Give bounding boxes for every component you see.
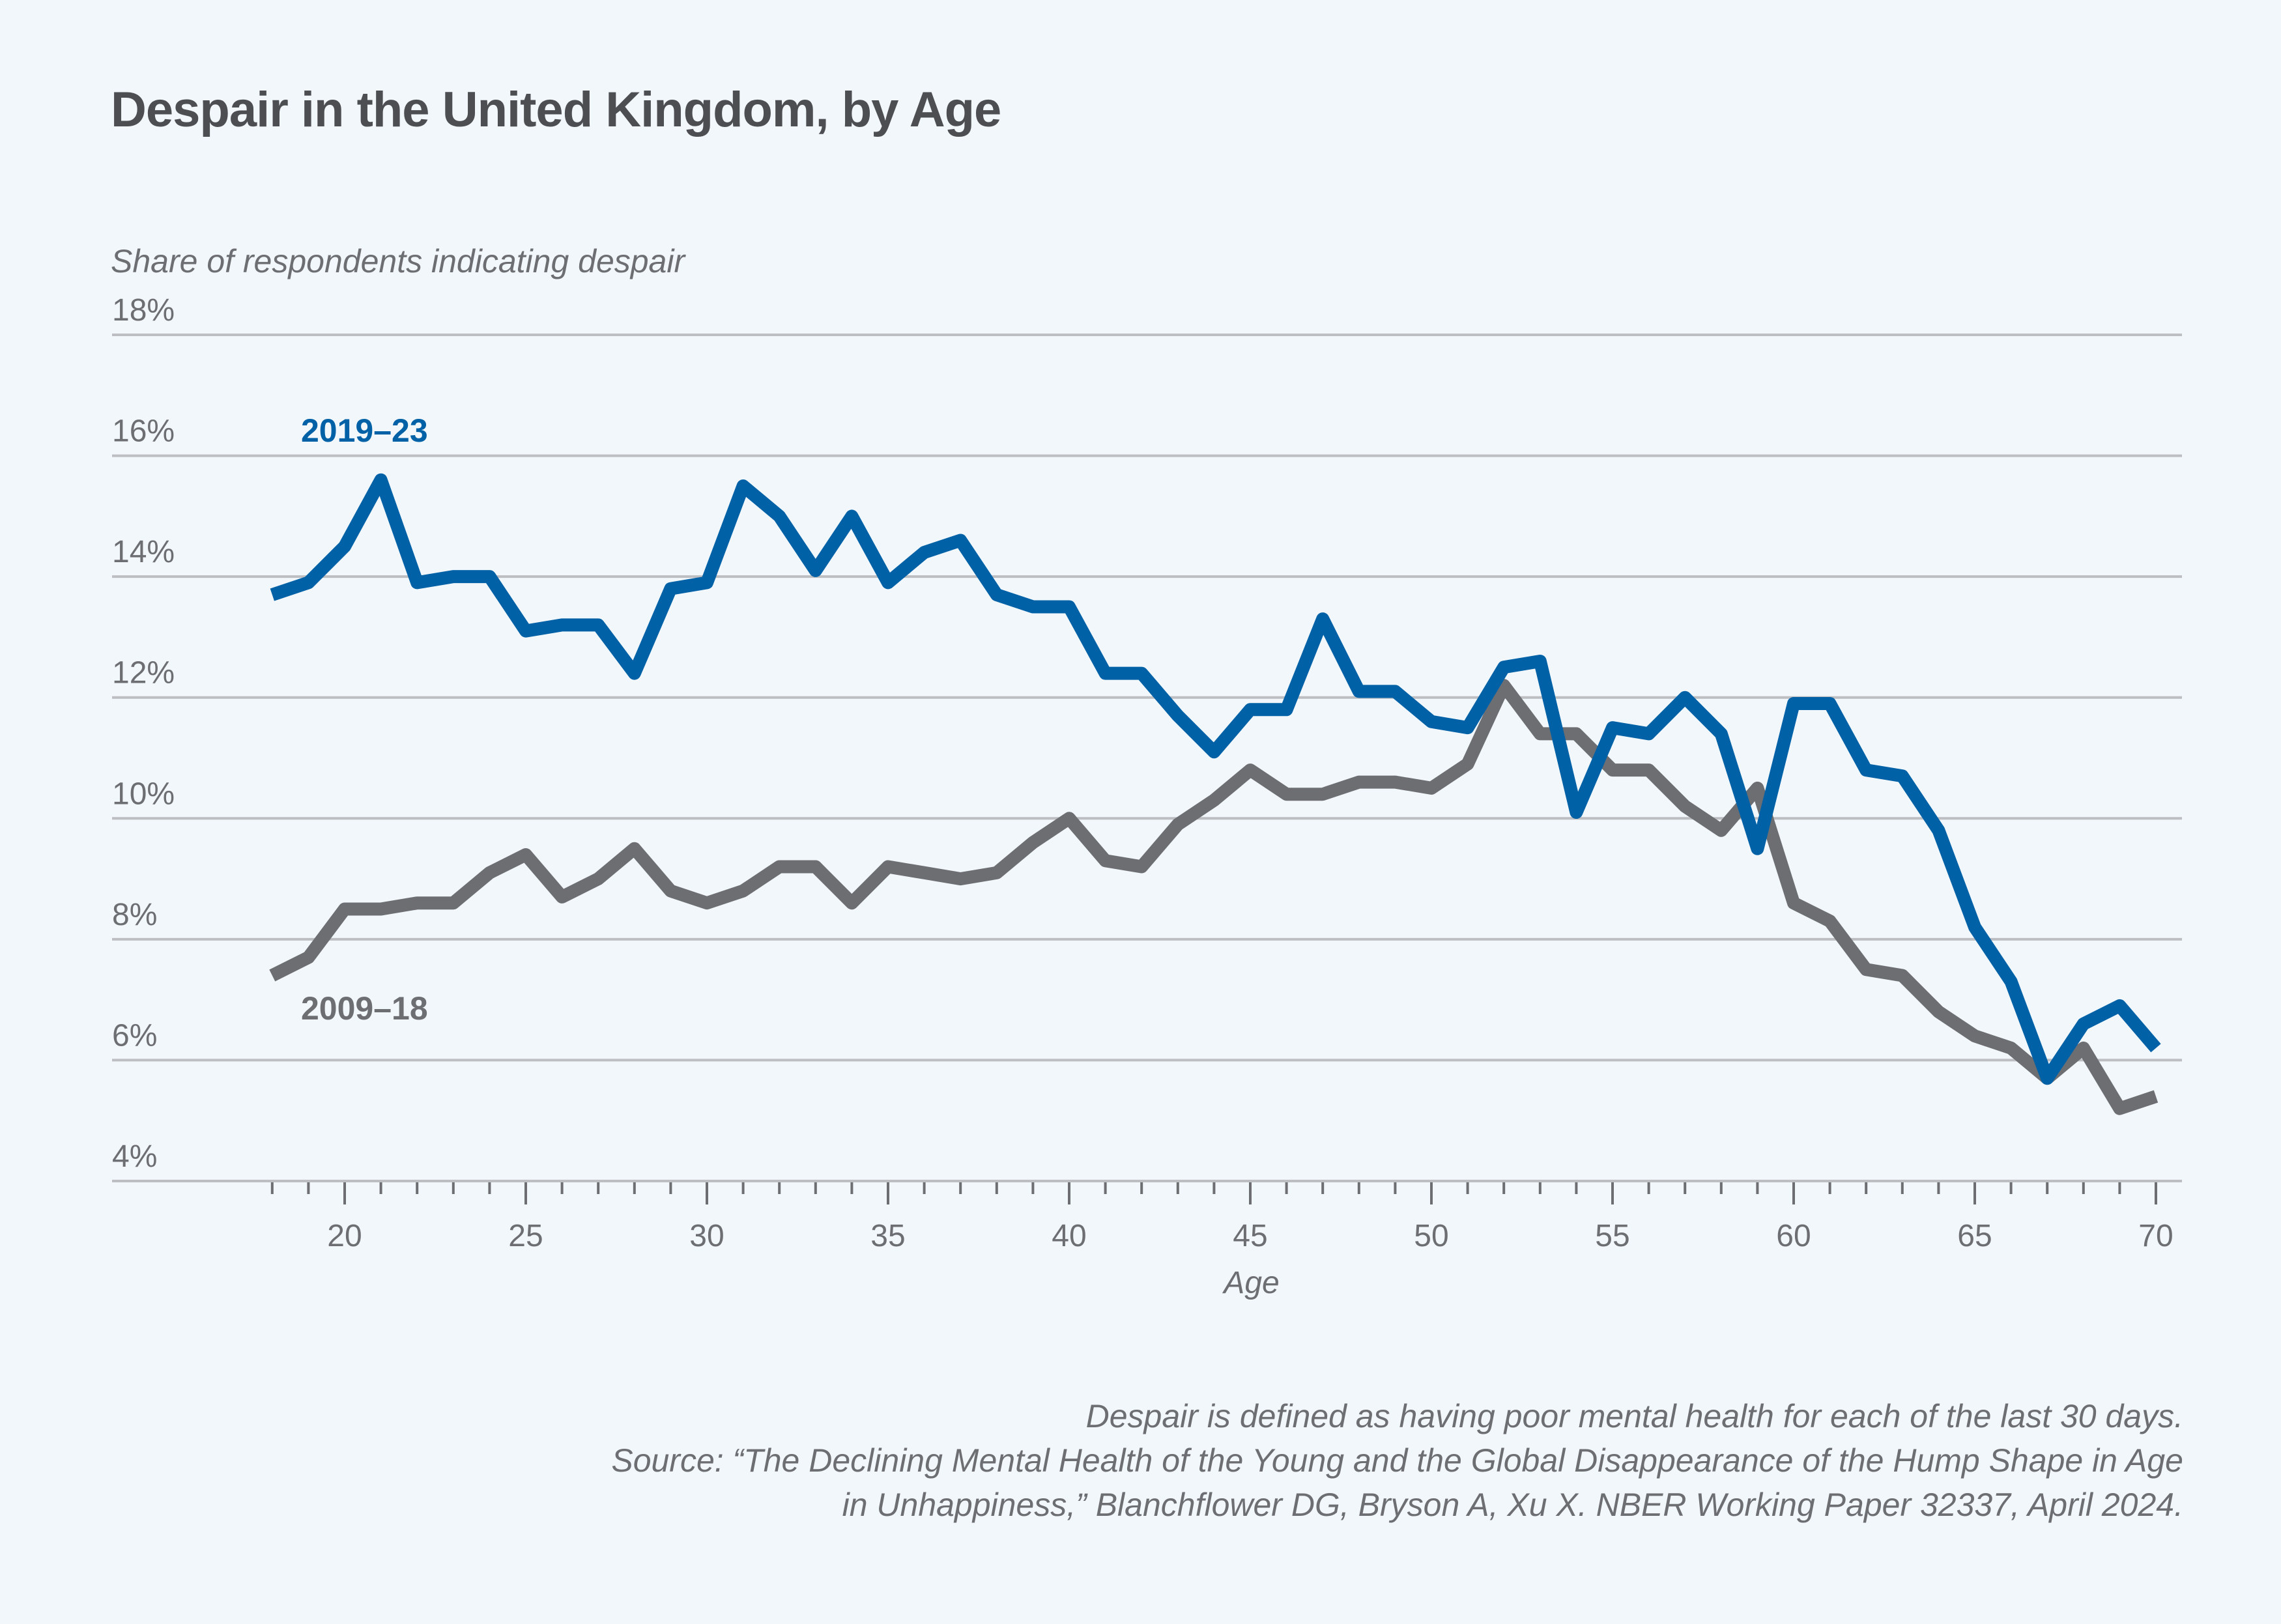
x-tick-label: 35: [870, 1219, 905, 1253]
series-label-2019-23: 2019–23: [301, 412, 428, 449]
x-tick-label: 65: [1957, 1219, 1992, 1253]
series-line-2019-23: [270, 473, 2161, 1085]
series-label-2009-18: 2009–18: [301, 990, 428, 1027]
y-tick-label: 6%: [112, 1018, 157, 1053]
y-tick-label: 18%: [112, 293, 175, 328]
y-tick-label: 10%: [112, 776, 175, 811]
series-line-2009-18: [269, 679, 2159, 1115]
x-tick-label: 25: [508, 1219, 543, 1253]
x-tick-label: 50: [1414, 1219, 1448, 1253]
y-tick-label: 16%: [112, 414, 175, 449]
gridlines: [112, 334, 2182, 1182]
footnote-source-line-2: in Unhappiness,” Blanchflower DG, Bryson…: [842, 1487, 2183, 1523]
series-lines: [269, 473, 2161, 1115]
y-tick-label: 12%: [112, 656, 175, 691]
y-tick-label: 4%: [112, 1139, 157, 1174]
x-tick-label: 60: [1776, 1219, 1811, 1253]
x-axis-title: Age: [1222, 1266, 1279, 1300]
y-tick-labels: 4% 6% 8% 10% 12% 14% 16% 18%: [112, 293, 175, 1174]
y-axis-title: Share of respondents indicating despair: [111, 243, 685, 279]
chart-title: Despair in the United Kingdom, by Age: [111, 82, 1001, 137]
footnote: Despair is defined as having poor mental…: [611, 1394, 2183, 1527]
x-tick-label: 30: [689, 1219, 724, 1253]
y-tick-label: 14%: [112, 535, 175, 569]
footnote-source-line-1: Source: “The Declining Mental Health of …: [611, 1442, 2183, 1479]
x-tick-label: 45: [1233, 1219, 1267, 1253]
x-ticks: 20 25 30 35 40 45 50 55 60 65 70: [270, 1182, 2173, 1253]
x-tick-label: 70: [2138, 1219, 2173, 1253]
footnote-definition: Despair is defined as having poor mental…: [1085, 1398, 2183, 1434]
x-tick-label: 20: [327, 1219, 362, 1253]
x-tick-label: 40: [1052, 1219, 1086, 1253]
x-tick-label: 55: [1595, 1219, 1629, 1253]
y-tick-label: 8%: [112, 898, 157, 932]
